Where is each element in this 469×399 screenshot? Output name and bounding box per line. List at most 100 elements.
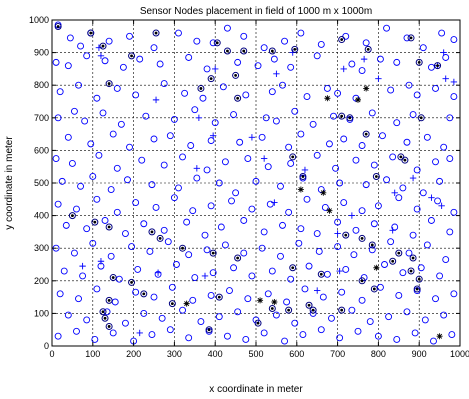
sensor-node-dark-circle — [179, 244, 187, 252]
sensor-node-circle — [379, 132, 386, 140]
y-tick-label: 300 — [34, 243, 49, 253]
sensor-node-circle — [113, 164, 121, 172]
sensor-node-dark-circle — [407, 267, 415, 275]
sensor-node-circle — [260, 228, 268, 236]
sensor-node-circle — [207, 202, 215, 210]
sensor-node-circle — [387, 238, 395, 246]
sensor-node-circle — [450, 290, 458, 298]
marker-core — [417, 60, 421, 64]
sensor-node-circle — [89, 173, 97, 180]
sensor-node-circle — [95, 151, 103, 159]
sensor-node-dark-circle — [232, 71, 240, 79]
sensor-node-plus — [438, 202, 445, 210]
chart-title: Sensor Nodes placement in field of 1000 … — [140, 6, 372, 17]
sensor-node-dark-circle — [268, 305, 276, 313]
sensor-node-circle — [450, 93, 458, 101]
sensor-node-plus — [260, 155, 268, 162]
sensor-node-plus — [409, 174, 417, 182]
sensor-node-dark-circle — [140, 290, 148, 298]
sensor-node-circle — [442, 256, 450, 264]
marker-core — [340, 114, 344, 118]
sensor-node-circle — [189, 207, 197, 215]
marker-core — [293, 47, 297, 51]
sensor-node-plus — [348, 212, 356, 219]
sensor-node-plus — [375, 75, 382, 82]
sensor-node-circle — [109, 130, 117, 138]
data-points — [52, 21, 458, 345]
marker-core — [291, 266, 295, 270]
sensor-node-dark-circle — [213, 39, 221, 47]
sensor-node-circle — [93, 285, 101, 293]
sensor-node-circle — [366, 318, 374, 325]
sensor-node-circle — [132, 199, 140, 207]
sensor-node-circle — [389, 153, 397, 161]
sensor-node-circle — [219, 83, 227, 91]
marker-core — [236, 96, 240, 100]
y-axis-label: y coordinate in meter — [4, 136, 15, 230]
sensor-node-circle — [348, 60, 356, 68]
marker-core — [301, 175, 305, 178]
sensor-node-circle — [354, 327, 362, 335]
sensor-node-star — [355, 96, 361, 103]
marker-ring — [409, 254, 417, 262]
marker-core — [234, 74, 238, 77]
sensor-node-circle — [440, 311, 448, 319]
sensor-node-circle — [128, 243, 136, 251]
sensor-node-circle — [387, 86, 395, 94]
marker-core — [348, 116, 352, 120]
sensor-node-circle — [189, 296, 197, 304]
sensor-node-circle — [64, 62, 72, 70]
sensor-node-dark-circle — [434, 62, 442, 70]
sensor-node-circle — [411, 329, 419, 337]
sensor-node-circle — [268, 267, 276, 275]
marker-ring — [91, 218, 99, 226]
sensor-node-circle — [170, 115, 178, 123]
sensor-node-circle — [309, 120, 317, 128]
sensor-node-plus — [212, 65, 219, 73]
marker-ring — [368, 241, 376, 249]
sensor-node-circle — [446, 155, 454, 163]
marker-core — [107, 325, 111, 328]
sensor-node-circle — [393, 336, 401, 343]
marker-core — [111, 276, 115, 279]
sensor-node-circle — [287, 159, 295, 167]
sensor-node-circle — [446, 228, 454, 236]
sensor-node-dark-circle — [346, 114, 354, 122]
sensor-node-circle — [438, 29, 446, 37]
marker-ring — [358, 277, 366, 285]
sensor-node-plus — [428, 194, 435, 201]
sensor-node-dark-circle — [372, 172, 380, 180]
sensor-node-circle — [317, 41, 325, 48]
marker-ring — [309, 306, 317, 314]
sensor-node-circle — [381, 261, 388, 268]
marker-core — [311, 308, 315, 312]
axis-ticks: 0 100 200 300 400 500 600 700 800 900 1000 0 100 200 3… — [29, 15, 469, 359]
marker-ring — [101, 314, 109, 322]
sensor-node-plus — [336, 267, 343, 275]
sensor-node-dark-circle — [91, 218, 99, 226]
sensor-node-circle — [79, 272, 87, 280]
sensor-node-circle — [303, 195, 311, 203]
sensor-node-circle — [226, 287, 233, 295]
sensor-node-circle — [134, 265, 142, 273]
sensor-node-circle — [421, 316, 429, 324]
marker-ring — [234, 254, 242, 262]
sensor-node-circle — [54, 332, 62, 340]
sensor-node-plus — [97, 258, 105, 265]
sensor-node-circle — [83, 316, 91, 324]
sensor-node-circle — [440, 143, 448, 151]
sensor-node-dark-circle — [128, 52, 136, 60]
sensor-node-circle — [158, 314, 166, 322]
sensor-node-circle — [321, 203, 329, 211]
marker-ring — [197, 84, 205, 92]
sensor-node-circle — [272, 117, 280, 125]
sensor-node-circle — [332, 164, 340, 172]
marker-ring — [168, 300, 176, 308]
sensor-node-circle — [156, 60, 164, 68]
marker-core — [130, 54, 133, 58]
marker-ring — [109, 274, 117, 282]
sensor-node-circle — [160, 80, 168, 88]
sensor-node-circle — [313, 52, 321, 60]
sensor-node-circle — [73, 205, 80, 213]
marker-ring — [209, 249, 217, 257]
